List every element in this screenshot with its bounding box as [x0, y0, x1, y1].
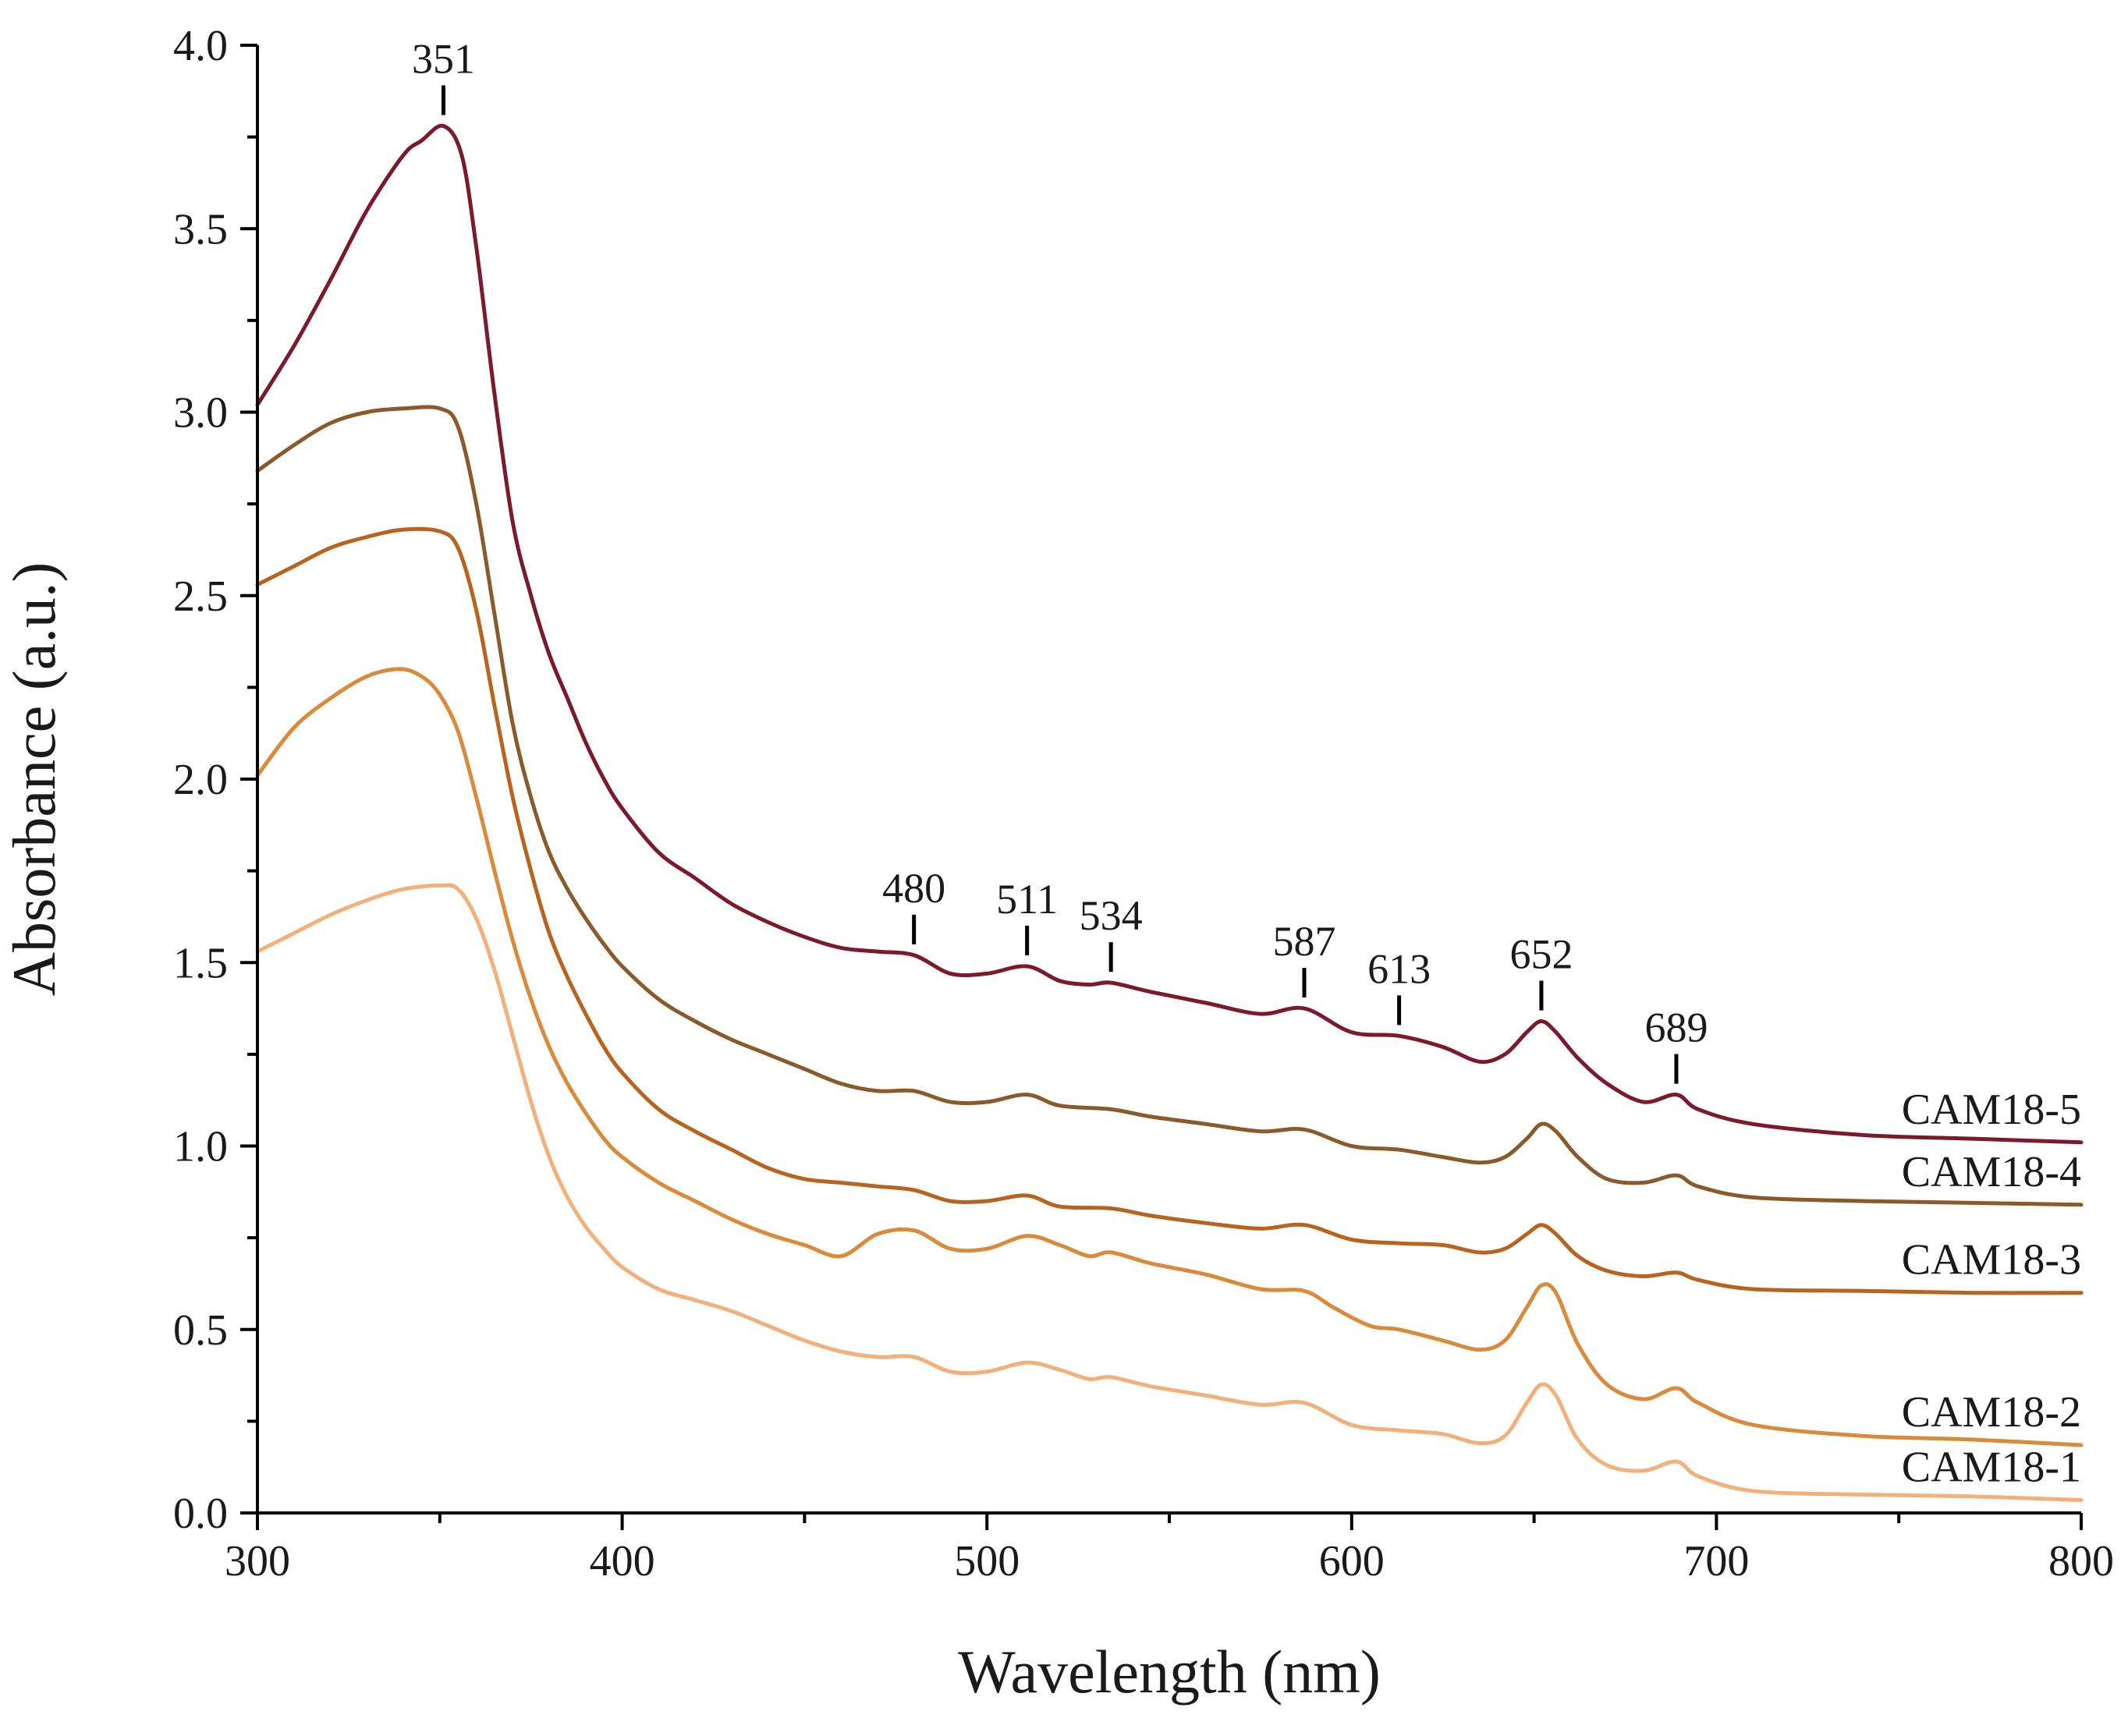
peak-label-351: 351: [412, 36, 475, 83]
y-tick-label: 2.5: [173, 572, 228, 621]
peak-label-511: 511: [996, 876, 1058, 923]
series-line-cam18-4: [255, 405, 2084, 1207]
y-tick-label: 2.0: [173, 756, 228, 804]
peak-label-689: 689: [1644, 1004, 1708, 1051]
tick-layer: 300 400 500 600 700 800 0.0 0.5 1.0 1.5 2.0 2.5 3.0 3…: [173, 22, 2114, 1585]
y-tick-label: 0.5: [173, 1306, 228, 1355]
x-tick-label: 300: [225, 1537, 290, 1585]
x-tick-label: 800: [2048, 1537, 2114, 1585]
series-label-cam18-4: CAM18-4: [1902, 1148, 2081, 1196]
peak-label-652: 652: [1509, 931, 1573, 978]
y-tick-label: 3.5: [173, 205, 228, 253]
x-tick-label: 700: [1683, 1537, 1749, 1585]
y-tick-label: 1.5: [173, 939, 228, 987]
series-label-cam18-2: CAM18-2: [1902, 1388, 2081, 1437]
y-tick-label: 4.0: [173, 22, 228, 70]
peak-label-534: 534: [1080, 892, 1143, 939]
y-tick-label: 0.0: [173, 1490, 228, 1538]
peak-label-587: 587: [1273, 918, 1336, 965]
peak-label-613: 613: [1367, 945, 1431, 992]
annotation-layer: 351 480 511 534 587 613 652 689: [412, 36, 1708, 1084]
series-layer: CAM18-5 CAM18-4 CAM18-3 CAM18-2 CAM18-1: [255, 123, 2084, 1502]
y-tick-label: 1.0: [173, 1123, 228, 1171]
peak-label-480: 480: [882, 865, 945, 912]
x-axis-title: Wavelength (nm): [958, 1638, 1381, 1706]
x-tick-label: 500: [954, 1537, 1020, 1585]
x-tick-label: 600: [1319, 1537, 1385, 1585]
series-line-cam18-3: [255, 526, 2084, 1295]
series-label-cam18-1: CAM18-1: [1902, 1444, 2081, 1492]
series-line-cam18-1: [255, 883, 2084, 1502]
series-line-cam18-2: [255, 667, 2084, 1447]
series-label-cam18-5: CAM18-5: [1902, 1086, 2081, 1134]
series-label-cam18-3: CAM18-3: [1902, 1236, 2081, 1284]
axis-layer: [256, 45, 2081, 1515]
y-axis-title: Absorbance (a.u.): [0, 562, 68, 997]
x-tick-label: 400: [590, 1537, 655, 1585]
series-line-cam18-5: [255, 123, 2084, 1145]
y-tick-label: 3.0: [173, 389, 228, 438]
